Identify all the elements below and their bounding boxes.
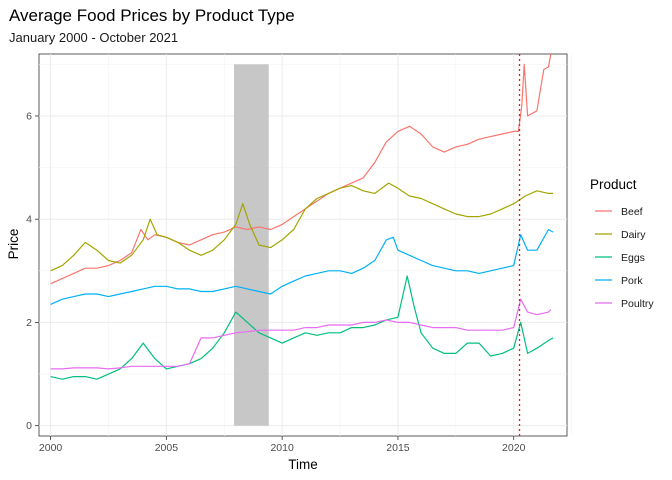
legend-items: Beef Dairy Eggs Pork Poultry bbox=[595, 206, 654, 310]
x-tick-label: 2015 bbox=[386, 442, 410, 454]
shaded-region-layer bbox=[233, 64, 269, 426]
y-tick-label: 2 bbox=[26, 317, 32, 329]
series-line-eggs bbox=[50, 275, 554, 380]
legend: Product Beef Dairy Eggs Pork Poultry bbox=[590, 177, 654, 310]
chart-subtitle: January 2000 - October 2021 bbox=[9, 30, 178, 45]
grid-major bbox=[39, 54, 567, 436]
y-tick-label: 0 bbox=[26, 420, 32, 432]
legend-item-beef: Beef bbox=[595, 206, 643, 218]
y-tick-label: 6 bbox=[26, 110, 32, 122]
chart-title: Average Food Prices by Product Type bbox=[9, 6, 295, 25]
grid-minor bbox=[39, 54, 572, 436]
legend-item-dairy: Dairy bbox=[595, 229, 646, 241]
y-tick-label: 4 bbox=[26, 214, 32, 226]
plot-panel bbox=[38, 53, 572, 437]
series-line-pork bbox=[50, 228, 554, 305]
x-axis: 2000 2005 2010 2015 2020 bbox=[39, 436, 526, 454]
series-line-dairy bbox=[50, 182, 554, 272]
y-axis: 0 2 4 6 bbox=[26, 110, 39, 432]
legend-title: Product bbox=[590, 177, 637, 192]
legend-label: Eggs bbox=[621, 252, 645, 264]
series-line-poultry bbox=[50, 298, 552, 370]
x-tick-label: 2000 bbox=[39, 442, 63, 454]
recession-shaded-region bbox=[233, 64, 269, 426]
x-tick-label: 2020 bbox=[502, 442, 526, 454]
y-axis-title: Price bbox=[6, 229, 21, 260]
legend-label: Poultry bbox=[621, 298, 654, 310]
legend-label: Beef bbox=[621, 206, 643, 218]
legend-item-pork: Pork bbox=[595, 275, 643, 287]
x-tick-label: 2005 bbox=[155, 442, 179, 454]
legend-label: Pork bbox=[621, 275, 643, 287]
series-line-beef bbox=[50, 53, 552, 285]
x-tick-label: 2010 bbox=[270, 442, 294, 454]
legend-item-poultry: Poultry bbox=[595, 298, 654, 310]
legend-item-eggs: Eggs bbox=[595, 252, 645, 264]
x-axis-title: Time bbox=[288, 457, 318, 472]
legend-label: Dairy bbox=[621, 229, 646, 241]
series-layer bbox=[50, 53, 554, 380]
panel-border bbox=[38, 53, 568, 437]
